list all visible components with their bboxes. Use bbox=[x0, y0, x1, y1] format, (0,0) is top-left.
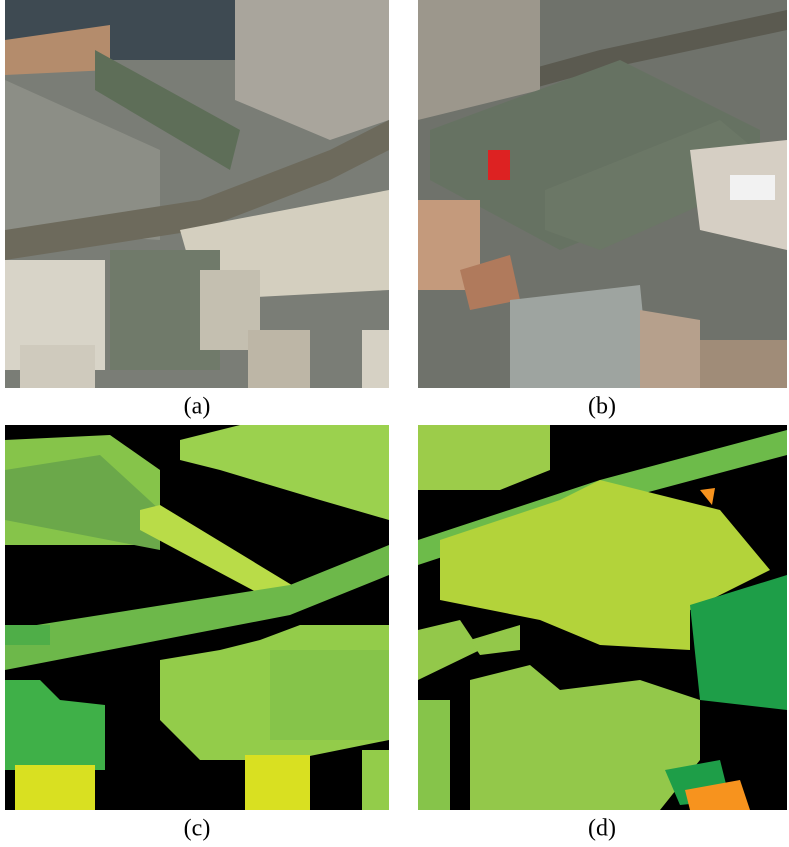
panel-c-image bbox=[5, 425, 389, 810]
caption: (b) bbox=[588, 394, 616, 420]
panel-a-image bbox=[5, 0, 389, 388]
caption: (a) bbox=[184, 394, 211, 420]
panel-b-image bbox=[418, 0, 787, 388]
caption: (d) bbox=[588, 816, 616, 842]
panel-d-image bbox=[418, 425, 787, 810]
caption: (c) bbox=[184, 816, 211, 842]
